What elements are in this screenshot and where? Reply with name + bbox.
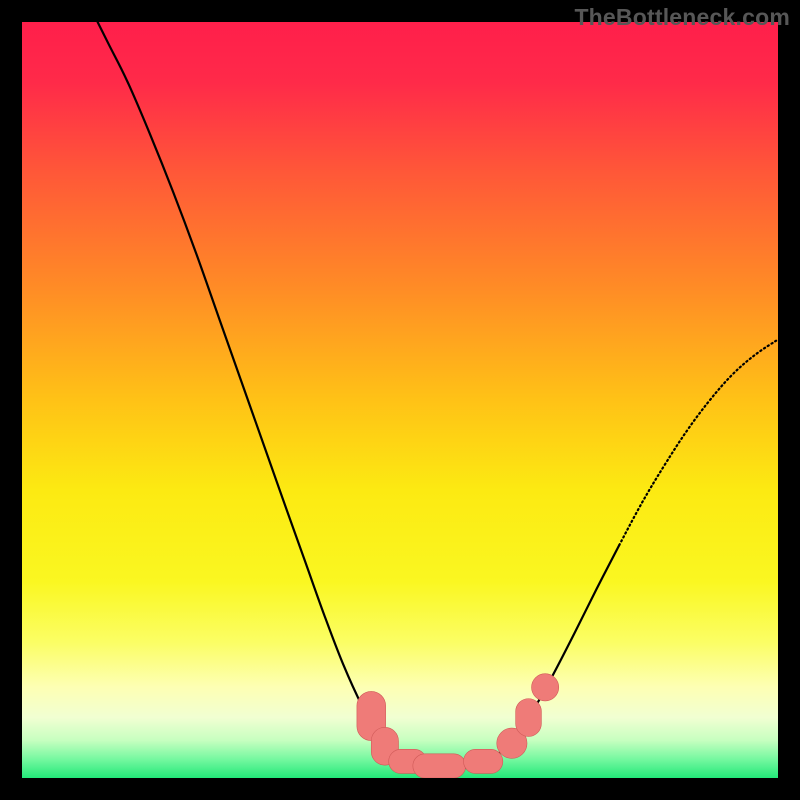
- chart-frame: TheBottleneck.com: [0, 0, 800, 800]
- watermark-text: TheBottleneck.com: [574, 4, 790, 31]
- plot-area: [22, 22, 778, 778]
- marker: [516, 699, 542, 737]
- chart-background: [22, 22, 778, 778]
- marker: [532, 674, 559, 701]
- marker: [464, 749, 503, 773]
- chart-svg: [22, 22, 778, 778]
- marker: [413, 754, 466, 778]
